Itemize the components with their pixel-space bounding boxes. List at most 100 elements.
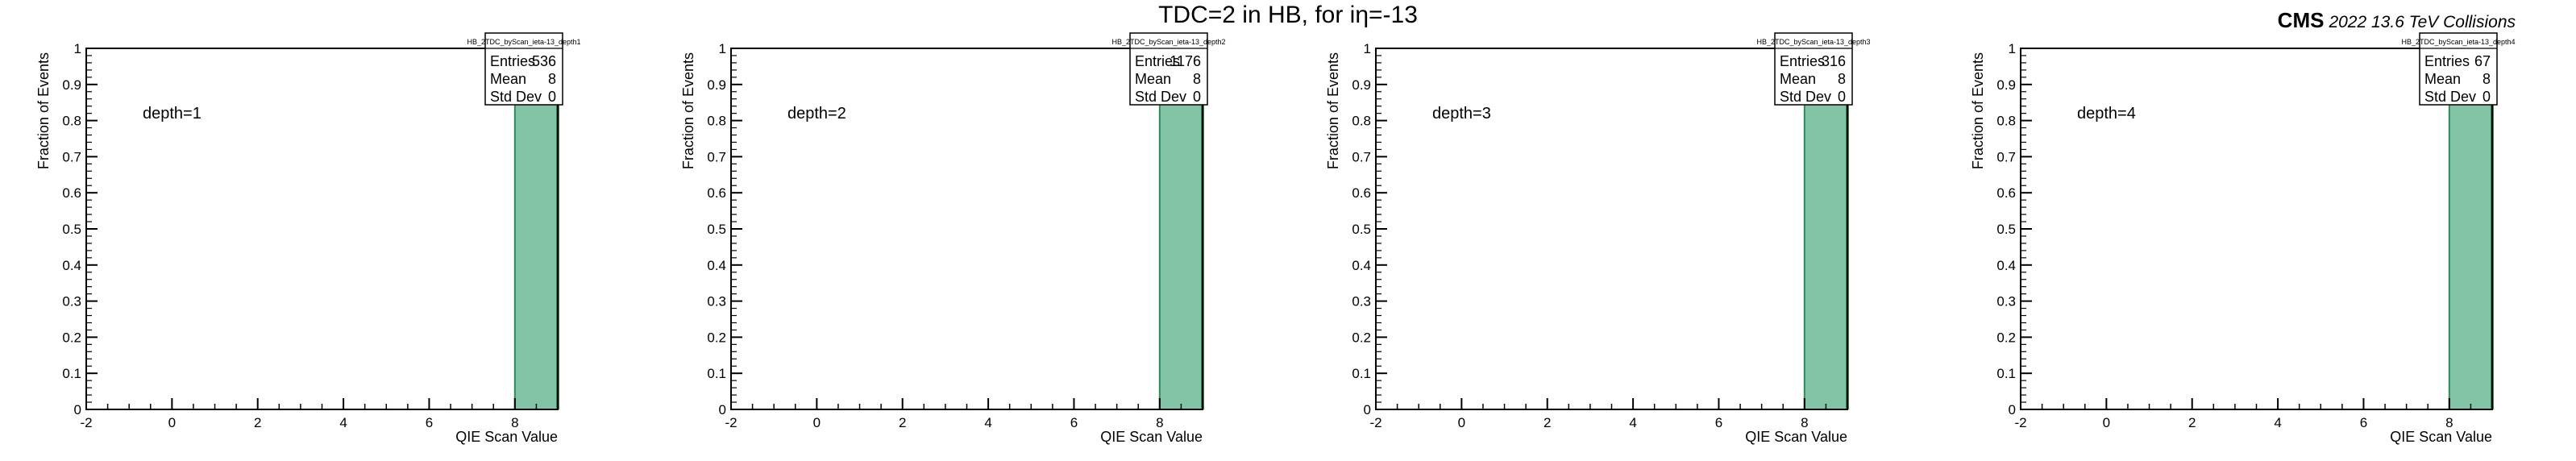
y-axis-title: Fraction of Events: [35, 52, 52, 169]
stats-row-value: 8: [1193, 71, 1201, 87]
chart-panel-4: -2 0 2 4 6 800.10.20.30.40.50.60.70.80.91QIE …: [1970, 32, 2516, 445]
depth-annotation: depth=1: [143, 105, 202, 123]
x-tick-label: 4: [339, 415, 347, 430]
depth-annotation: depth=3: [1432, 105, 1491, 123]
x-tick-label: 8: [1801, 415, 1808, 430]
y-tick-label: 0.5: [1996, 222, 2016, 237]
y-tick-label: 0.4: [62, 258, 81, 273]
stats-row-value: 1176: [1170, 53, 1201, 69]
run-info: 2022 13.6 TeV Collisions: [2329, 13, 2516, 31]
y-tick-label: 0.7: [1996, 149, 2016, 164]
y-tick-label: 0: [719, 402, 726, 417]
stats-row-value: 0: [1193, 89, 1201, 105]
stats-row-label: Entries: [1135, 53, 1180, 69]
stats-row-label: Std Dev: [1135, 89, 1186, 105]
x-tick-label: 2: [1544, 415, 1551, 430]
x-axis-title: QIE Scan Value: [455, 429, 558, 445]
stats-row-value: 0: [548, 89, 556, 105]
y-axis-title: Fraction of Events: [1970, 52, 1986, 169]
stats-row-label: Entries: [1780, 53, 1825, 69]
experiment-label: CMS 2022 13.6 TeV Collisions: [2278, 8, 2516, 33]
y-tick-label: 0.1: [707, 366, 726, 381]
x-tick-label: 2: [899, 415, 906, 430]
y-tick-label: 0.5: [62, 222, 81, 237]
y-tick-label: 1: [1364, 41, 1371, 56]
chart-panel-1: -2 0 2 4 6 800.10.20.30.40.50.60.70.80.91QIE …: [35, 32, 581, 445]
y-tick-label: 0.8: [1996, 114, 2016, 129]
stats-box: [2419, 32, 2498, 106]
stats-row-label: Entries: [2424, 53, 2470, 69]
page-title: TDC=2 in HB, for iη=-13: [1158, 2, 1418, 28]
stats-row-value: 8: [1838, 71, 1846, 87]
stats-row-label: Std Dev: [490, 89, 542, 105]
stats-box: [484, 32, 563, 106]
x-tick-label: -2: [1369, 415, 1381, 430]
y-tick-label: 0.6: [1996, 185, 2016, 201]
stats-row-label: Mean: [490, 71, 526, 87]
y-tick-label: 0.3: [62, 294, 81, 309]
x-tick-label: 8: [511, 415, 518, 430]
x-tick-label: -2: [2014, 415, 2026, 430]
stats-box-name: HB_2TDC_byScan_ieta-13_depth4: [2401, 38, 2515, 46]
stats-row-label: Mean: [1135, 71, 1171, 87]
y-tick-label: 0.6: [62, 185, 81, 201]
stats-row-label: Mean: [2424, 71, 2461, 87]
x-tick-label: 6: [2360, 415, 2367, 430]
stats-box: [1129, 32, 1208, 106]
y-tick-label: 0.4: [707, 258, 726, 273]
y-tick-label: 0.2: [1996, 330, 2016, 345]
y-tick-label: 0.4: [1996, 258, 2016, 273]
stats-row-label: Std Dev: [2424, 89, 2476, 105]
y-tick-label: 0.9: [62, 77, 81, 93]
x-axis-title: QIE Scan Value: [1745, 429, 1847, 445]
x-tick-label: 8: [1156, 415, 1163, 430]
y-tick-label: 0: [74, 402, 81, 417]
stats-row-value: 8: [2483, 71, 2491, 87]
y-tick-label: 0.9: [1352, 77, 1371, 93]
y-tick-label: 0.8: [62, 114, 81, 129]
y-tick-label: 0.3: [707, 294, 726, 309]
depth-annotation: depth=2: [787, 105, 846, 123]
y-tick-label: 0.2: [707, 330, 726, 345]
x-tick-label: 0: [813, 415, 821, 430]
x-axis-title: QIE Scan Value: [2390, 429, 2492, 445]
stats-row-value: 0: [2483, 89, 2491, 105]
y-tick-label: 0.1: [1352, 366, 1371, 381]
y-tick-label: 0.3: [1352, 294, 1371, 309]
x-tick-label: 0: [2103, 415, 2110, 430]
y-tick-label: 0: [1364, 402, 1371, 417]
histogram-bar-1: [1158, 48, 1204, 410]
y-tick-label: 0.5: [1352, 222, 1371, 237]
y-tick-label: 0.2: [1352, 330, 1371, 345]
y-tick-label: 0.9: [1996, 77, 2016, 93]
y-tick-label: 1: [74, 41, 81, 56]
y-tick-label: 0.7: [62, 149, 81, 164]
x-tick-label: 6: [426, 415, 433, 430]
y-tick-label: 0.7: [707, 149, 726, 164]
y-axis-title: Fraction of Events: [1325, 52, 1341, 169]
cms-logo-text: CMS: [2277, 8, 2325, 32]
y-tick-label: 0.3: [1996, 294, 2016, 309]
chart-panel-3: -2 0 2 4 6 800.10.20.30.40.50.60.70.80.91QIE …: [1325, 32, 1871, 445]
x-tick-label: 4: [984, 415, 991, 430]
stats-box-name: HB_2TDC_byScan_ieta-13_depth2: [1111, 38, 1225, 46]
stats-row-value: 67: [2474, 53, 2491, 69]
y-tick-label: 0.8: [1352, 114, 1371, 129]
x-tick-label: 2: [254, 415, 261, 430]
y-tick-label: 0.1: [62, 366, 81, 381]
x-tick-label: 6: [1070, 415, 1078, 430]
stats-row-label: Std Dev: [1780, 89, 1831, 105]
y-tick-label: 0.7: [1352, 149, 1371, 164]
y-tick-label: 0.4: [1352, 258, 1371, 273]
y-tick-label: 0.5: [707, 222, 726, 237]
x-tick-label: 4: [1629, 415, 1636, 430]
y-tick-label: 0.1: [1996, 366, 2016, 381]
x-tick-label: 8: [2445, 415, 2453, 430]
y-tick-label: 1: [2009, 41, 2016, 56]
y-tick-label: 0.6: [707, 185, 726, 201]
stats-box-name: HB_2TDC_byScan_ieta-13_depth1: [467, 38, 580, 46]
stats-row-value: 0: [1838, 89, 1846, 105]
y-tick-label: 0.6: [1352, 185, 1371, 201]
x-axis-title: QIE Scan Value: [1100, 429, 1203, 445]
